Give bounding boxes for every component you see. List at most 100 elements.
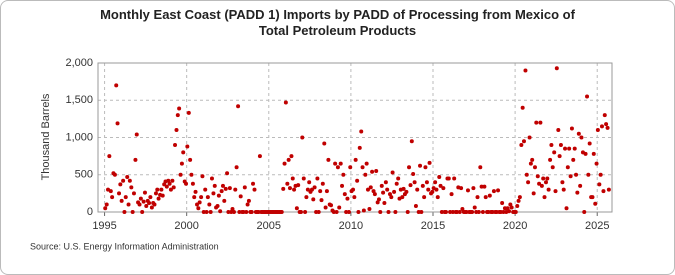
point xyxy=(532,165,537,170)
point xyxy=(601,189,606,194)
point xyxy=(219,189,224,194)
point xyxy=(233,187,238,192)
point xyxy=(475,195,480,200)
point xyxy=(138,196,143,201)
point xyxy=(401,186,406,191)
point xyxy=(407,165,412,170)
point xyxy=(212,183,217,188)
point xyxy=(360,165,365,170)
x-tick-label: 2020 xyxy=(503,220,527,232)
point xyxy=(508,202,513,207)
point xyxy=(396,176,401,181)
point xyxy=(226,210,231,214)
point xyxy=(554,66,559,71)
point xyxy=(389,195,394,200)
point xyxy=(539,183,544,188)
point xyxy=(324,189,329,194)
point xyxy=(223,186,228,191)
point xyxy=(441,186,446,191)
point xyxy=(201,210,206,214)
point xyxy=(153,191,158,196)
point xyxy=(204,210,209,214)
point xyxy=(249,210,254,214)
point xyxy=(134,132,139,137)
point xyxy=(598,172,603,177)
point xyxy=(188,157,193,162)
point xyxy=(446,176,451,181)
point xyxy=(257,154,262,159)
point xyxy=(129,185,134,190)
point xyxy=(159,187,164,192)
point xyxy=(523,68,528,73)
point xyxy=(420,183,425,188)
point xyxy=(227,186,232,191)
y-tick-label: 500 xyxy=(75,169,93,181)
point xyxy=(344,210,349,214)
point xyxy=(371,189,376,194)
point xyxy=(285,181,290,186)
point xyxy=(372,192,377,197)
point xyxy=(122,210,127,214)
point xyxy=(460,207,465,212)
point xyxy=(340,183,345,188)
point xyxy=(569,126,574,131)
point xyxy=(548,157,553,162)
point xyxy=(386,210,391,214)
point xyxy=(542,195,547,200)
point xyxy=(526,180,531,185)
point xyxy=(578,183,583,188)
point xyxy=(114,83,119,88)
point xyxy=(115,121,120,126)
point xyxy=(368,185,373,190)
point xyxy=(329,203,334,208)
point xyxy=(606,187,611,192)
point xyxy=(575,190,580,195)
point xyxy=(126,202,131,207)
point xyxy=(125,174,130,179)
point xyxy=(286,157,291,162)
point xyxy=(199,195,204,200)
point xyxy=(218,209,223,214)
point xyxy=(545,176,550,181)
point xyxy=(196,206,201,211)
point xyxy=(387,192,392,197)
point xyxy=(568,174,573,179)
point xyxy=(594,161,599,166)
y-tick-label: 2,000 xyxy=(65,57,93,69)
source: Source: U.S. Energy Information Administ… xyxy=(30,241,219,251)
point xyxy=(556,128,561,133)
point xyxy=(103,206,108,211)
y-tick-label: 1,500 xyxy=(65,94,93,106)
y-axis-label: Thousand Barrels xyxy=(40,93,52,180)
point xyxy=(190,181,195,186)
point xyxy=(430,189,435,194)
point xyxy=(572,146,577,151)
point xyxy=(171,185,176,190)
point xyxy=(208,210,213,214)
point xyxy=(593,201,598,206)
point xyxy=(178,172,183,177)
point xyxy=(348,165,353,170)
point xyxy=(394,181,399,186)
point xyxy=(192,195,197,200)
point xyxy=(418,163,423,168)
point xyxy=(409,139,414,144)
point xyxy=(471,186,476,191)
point xyxy=(177,106,182,111)
point xyxy=(576,131,581,136)
point xyxy=(301,176,306,181)
point xyxy=(585,94,590,99)
point xyxy=(200,174,205,179)
point xyxy=(252,187,257,192)
point xyxy=(550,165,555,170)
point xyxy=(433,180,438,185)
point xyxy=(316,210,321,214)
point xyxy=(599,124,604,129)
point xyxy=(459,186,464,191)
point xyxy=(225,171,230,176)
point xyxy=(376,197,381,202)
point xyxy=(353,157,358,162)
point xyxy=(557,154,562,159)
point xyxy=(482,184,487,189)
point xyxy=(571,157,576,162)
